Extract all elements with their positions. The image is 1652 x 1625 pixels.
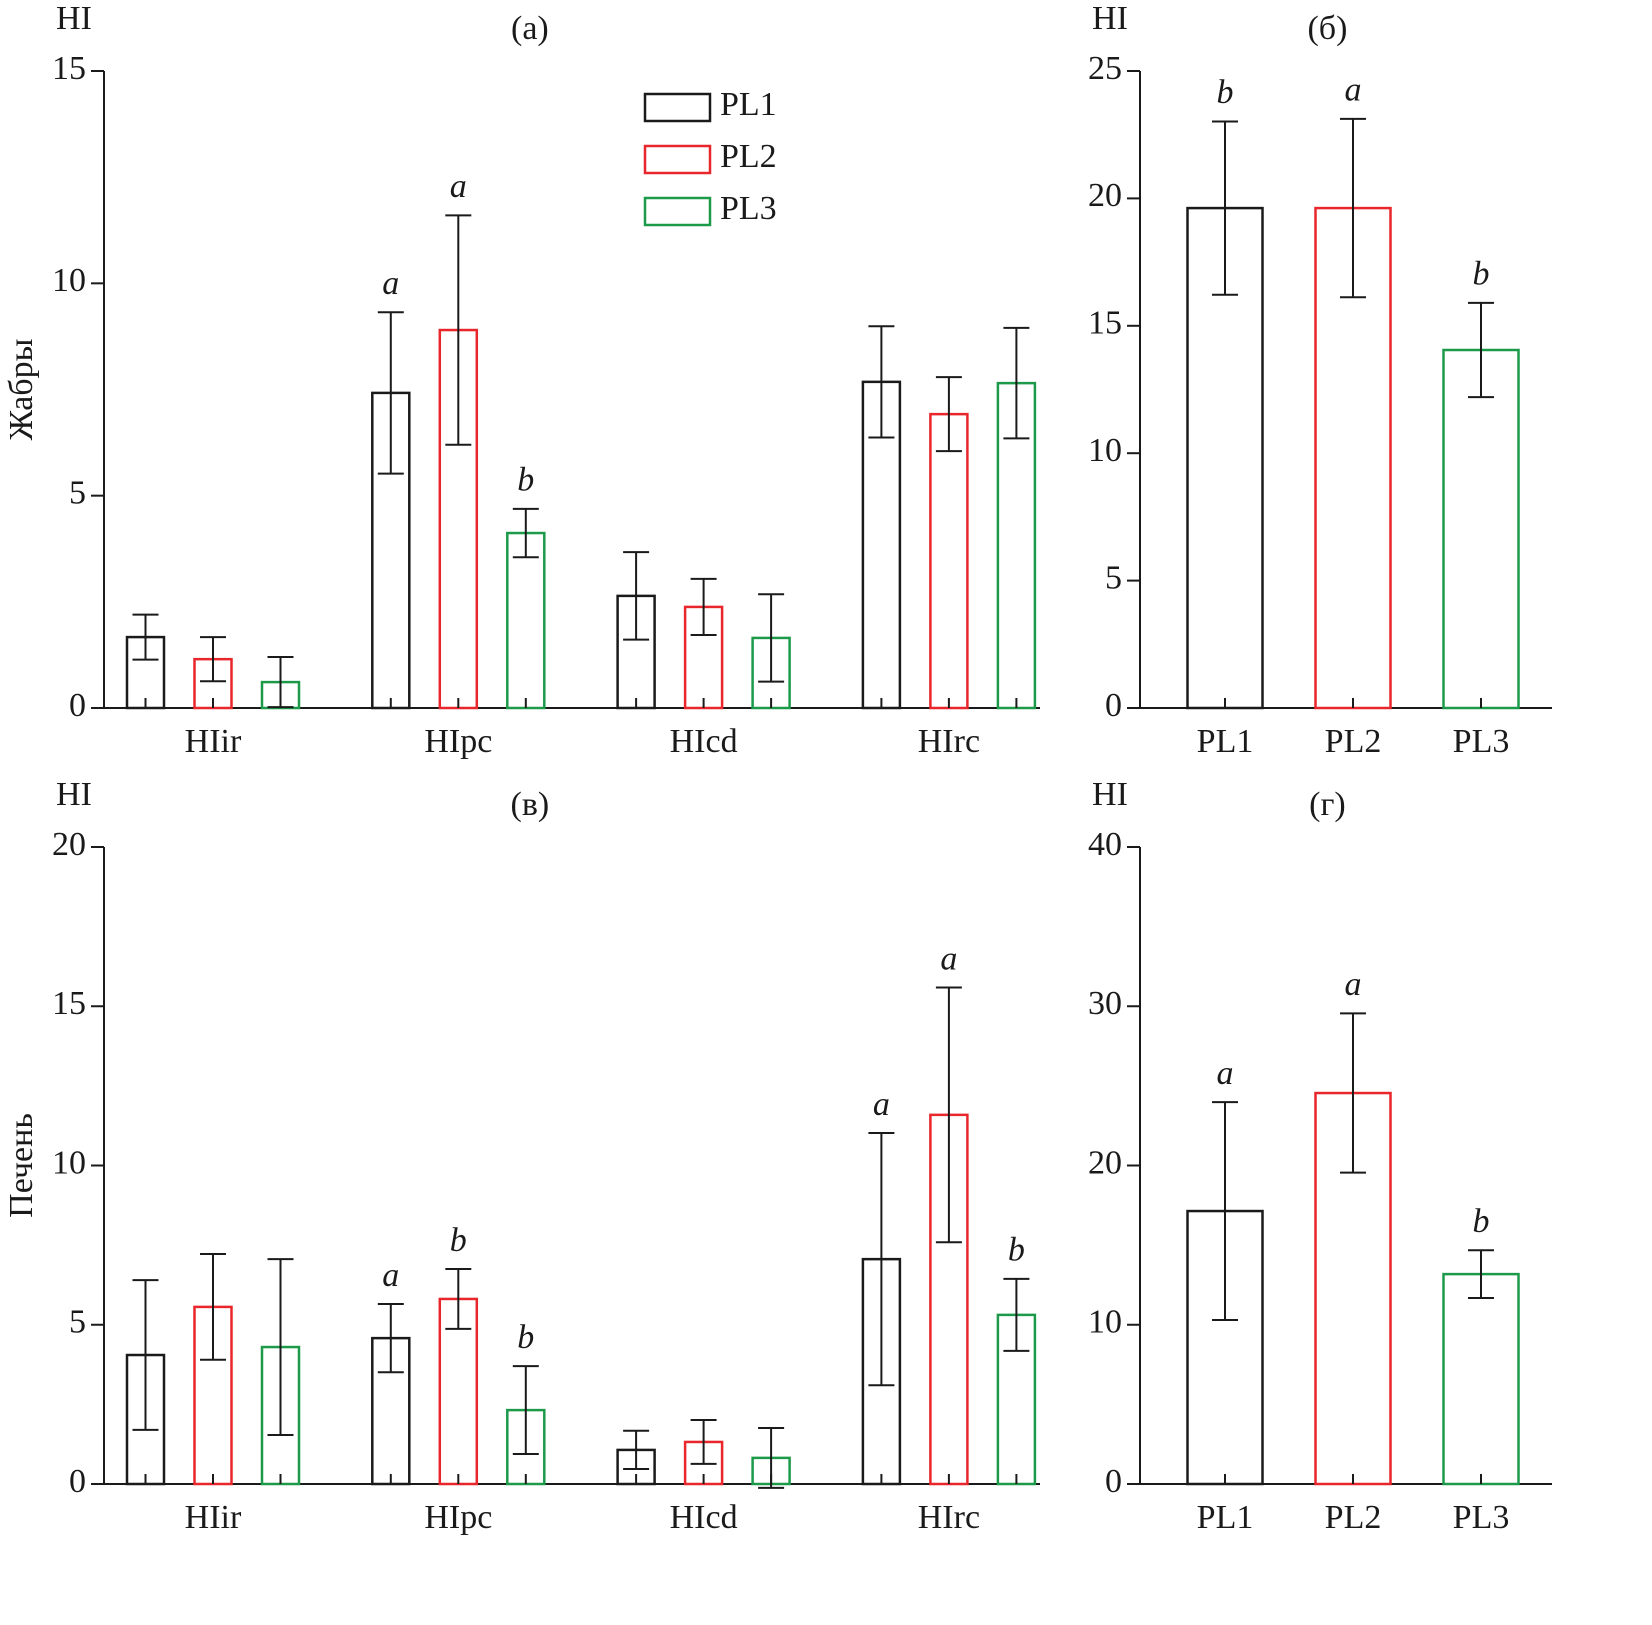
x-tick-label: HIcd xyxy=(670,1499,738,1536)
significance-letter: a xyxy=(873,1086,890,1123)
legend-label: PL2 xyxy=(720,138,777,175)
x-tick-label: PL3 xyxy=(1453,723,1510,760)
y-tick-label: 5 xyxy=(69,474,86,511)
y-tick-label: 15 xyxy=(52,985,86,1022)
y-unit-label: HI xyxy=(56,0,92,37)
bar xyxy=(1442,1272,1520,1486)
y-tick-label: 40 xyxy=(1088,826,1122,863)
significance-letter: b xyxy=(1217,74,1234,111)
significance-letter: b xyxy=(1473,256,1490,293)
y-tick-label: 25 xyxy=(1088,50,1122,87)
significance-letter: b xyxy=(517,462,534,499)
row-label: Жабры xyxy=(3,338,40,440)
x-tick-label: HIrc xyxy=(918,723,980,760)
x-tick-label: HIrc xyxy=(918,1499,980,1536)
panel-title: (б) xyxy=(1307,10,1347,47)
y-unit-label: HI xyxy=(56,776,92,813)
y-tick-label: 10 xyxy=(52,1144,86,1181)
y-tick-label: 15 xyxy=(52,50,86,87)
row-label: Печень xyxy=(3,1113,40,1218)
x-tick-label: PL2 xyxy=(1325,1499,1382,1536)
significance-letter: a xyxy=(1345,966,1362,1003)
x-tick-label: PL3 xyxy=(1453,1499,1510,1536)
significance-letter: b xyxy=(1008,1232,1025,1269)
legend-label: PL1 xyxy=(720,86,777,123)
significance-letter: a xyxy=(1217,1055,1234,1092)
y-tick-label: 0 xyxy=(1105,1463,1122,1500)
significance-letter: b xyxy=(450,1222,467,1259)
y-tick-label: 5 xyxy=(1105,559,1122,596)
significance-letter: b xyxy=(517,1319,534,1356)
significance-letter: a xyxy=(940,940,957,977)
y-unit-label: HI xyxy=(1092,0,1128,37)
significance-letter: a xyxy=(382,265,399,302)
x-tick-label: PL1 xyxy=(1197,723,1254,760)
x-tick-label: PL1 xyxy=(1197,1499,1254,1536)
legend-swatch xyxy=(643,196,712,227)
x-tick-label: HIir xyxy=(185,1499,242,1536)
y-unit-label: HI xyxy=(1092,776,1128,813)
panel-title: (a) xyxy=(511,10,549,47)
panel-title: (в) xyxy=(511,786,550,823)
x-tick-label: HIpc xyxy=(424,723,492,760)
y-tick-label: 0 xyxy=(69,687,86,724)
y-tick-label: 0 xyxy=(1105,687,1122,724)
y-tick-label: 30 xyxy=(1088,985,1122,1022)
panel-title: (г) xyxy=(1309,786,1346,823)
x-tick-label: PL2 xyxy=(1325,723,1382,760)
y-tick-label: 15 xyxy=(1088,305,1122,342)
x-tick-label: HIcd xyxy=(670,723,738,760)
significance-letter: a xyxy=(382,1257,399,1294)
legend-swatch xyxy=(643,144,712,175)
y-tick-label: 20 xyxy=(52,826,86,863)
y-tick-label: 10 xyxy=(1088,1304,1122,1341)
x-tick-label: HIpc xyxy=(424,1499,492,1536)
bar xyxy=(929,412,969,710)
legend-swatch xyxy=(643,92,712,123)
y-tick-label: 5 xyxy=(69,1304,86,1341)
y-tick-label: 10 xyxy=(1088,432,1122,469)
y-tick-label: 10 xyxy=(52,262,86,299)
x-tick-label: HIir xyxy=(185,723,242,760)
significance-letter: a xyxy=(450,168,467,205)
bar xyxy=(506,531,546,710)
legend-label: PL3 xyxy=(720,190,777,227)
y-tick-label: 20 xyxy=(1088,177,1122,214)
y-tick-label: 0 xyxy=(69,1463,86,1500)
bar xyxy=(1442,348,1520,710)
significance-letter: b xyxy=(1473,1203,1490,1240)
y-tick-label: 20 xyxy=(1088,1144,1122,1181)
significance-letter: a xyxy=(1345,72,1362,109)
